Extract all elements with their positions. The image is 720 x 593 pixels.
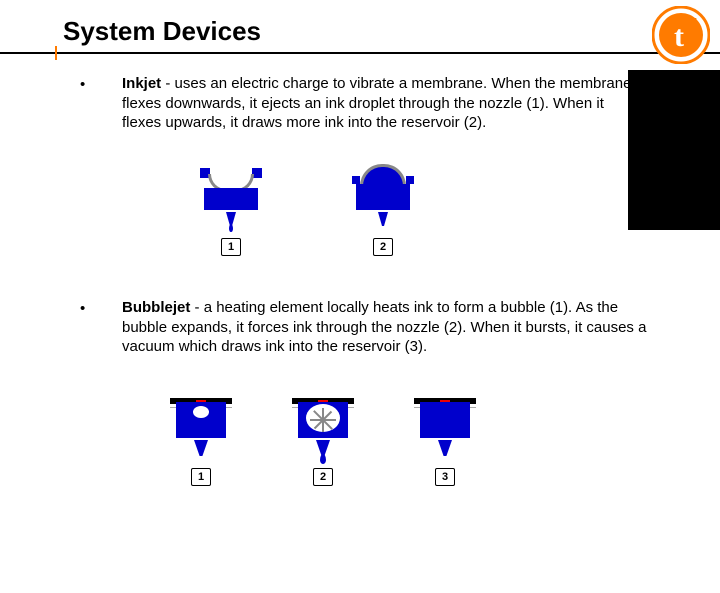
bubblejet-diagram-row: 1 2 3 [170, 398, 476, 486]
diagram-label: 1 [191, 468, 211, 486]
inkjet-diagram-2: 2 [352, 168, 414, 256]
inkjet-up-icon [352, 168, 414, 226]
page-title: System Devices [63, 16, 261, 47]
inkjet-down-icon [200, 168, 262, 226]
bubblejet-1-icon [170, 398, 232, 456]
bubblejet-lead: Bubblejet [122, 299, 190, 316]
inkjet-rest: uses an electric charge to vibrate a mem… [122, 75, 631, 131]
diagram-label: 2 [313, 468, 333, 486]
bubblejet-text: Bubblejet - a heating element locally he… [122, 298, 662, 357]
bubblejet-diagram-1: 1 [170, 398, 232, 486]
diagram-label: 2 [373, 238, 393, 256]
bubblejet-dash: - [190, 299, 203, 316]
header-rule [0, 52, 720, 54]
bubblejet-diagram-2: 2 [292, 398, 354, 486]
bullet-2: • [80, 300, 85, 317]
inkjet-diagram-row: 1 2 [200, 168, 414, 256]
inkjet-dash: - [161, 75, 174, 92]
bullet-1: • [80, 76, 85, 93]
t4-logo: t 4 [652, 6, 710, 64]
diagram-label: 1 [221, 238, 241, 256]
inkjet-text: Inkjet - uses an electric charge to vibr… [122, 74, 642, 133]
bubblejet-3-icon [414, 398, 476, 456]
inkjet-lead: Inkjet [122, 75, 161, 92]
bubblejet-2-icon [292, 398, 354, 456]
inkjet-diagram-1: 1 [200, 168, 262, 256]
logo-letter: t [674, 20, 684, 53]
logo-superscript: 4 [690, 15, 698, 30]
header-tick [55, 46, 57, 60]
bubblejet-diagram-3: 3 [414, 398, 476, 486]
diagram-label: 3 [435, 468, 455, 486]
